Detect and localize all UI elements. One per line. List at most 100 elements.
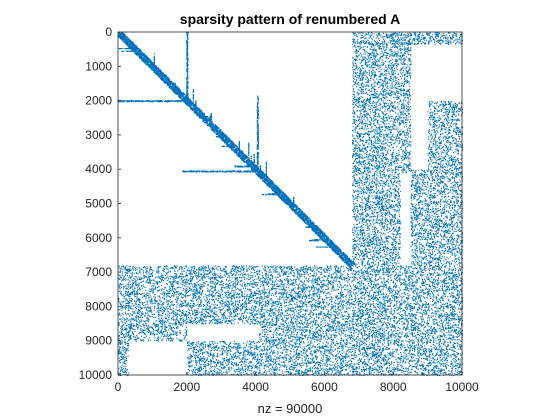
nonzero-point (370, 128, 372, 130)
nonzero-point (364, 107, 366, 109)
nonzero-point (425, 203, 427, 205)
nonzero-point (436, 151, 438, 153)
nonzero-point (367, 112, 369, 114)
nonzero-point (424, 215, 426, 217)
nonzero-point (403, 116, 405, 118)
nonzero-point (368, 66, 370, 68)
nonzero-point (368, 163, 370, 165)
nonzero-point (359, 184, 361, 186)
nonzero-point (368, 89, 370, 91)
nonzero-point (368, 52, 370, 54)
nonzero-point (361, 118, 363, 120)
nonzero-point (383, 174, 385, 176)
nonzero-point (456, 238, 458, 240)
nonzero-point (370, 84, 372, 86)
nonzero-point (385, 51, 387, 53)
nonzero-point (365, 214, 367, 216)
nonzero-point (366, 170, 368, 172)
nonzero-point (378, 242, 380, 244)
nonzero-point (453, 114, 455, 116)
nonzero-point (397, 108, 399, 110)
nonzero-point (445, 249, 447, 251)
nonzero-point (368, 232, 370, 234)
nonzero-point (452, 214, 454, 216)
nonzero-point (395, 159, 397, 161)
nonzero-point (379, 133, 381, 135)
nonzero-point (410, 163, 412, 165)
nonzero-point (389, 111, 391, 113)
nonzero-point (369, 239, 371, 241)
nonzero-point (416, 191, 418, 193)
nonzero-point (441, 181, 443, 183)
nonzero-point (393, 91, 395, 93)
nonzero-point (448, 250, 450, 252)
nonzero-point (387, 140, 389, 142)
nonzero-point (460, 197, 462, 199)
nonzero-point (355, 183, 357, 185)
nonzero-point (454, 262, 456, 264)
nonzero-point (403, 42, 405, 44)
nonzero-point (439, 182, 441, 184)
nonzero-point (398, 183, 400, 185)
nonzero-point (397, 65, 399, 67)
nonzero-point (365, 88, 367, 90)
nonzero-point (410, 119, 412, 121)
nonzero-point (445, 184, 447, 186)
nonzero-point (391, 53, 393, 55)
nonzero-point (436, 127, 438, 129)
nonzero-point (356, 59, 358, 61)
nonzero-point (362, 77, 364, 79)
nonzero-point (395, 53, 397, 55)
nonzero-point (433, 106, 435, 108)
nonzero-point (391, 156, 393, 158)
nonzero-point (445, 170, 447, 172)
nonzero-point (417, 232, 419, 234)
nonzero-point (403, 88, 405, 90)
nonzero-point (392, 155, 394, 157)
nonzero-point (381, 195, 383, 197)
nonzero-point (353, 83, 355, 85)
nonzero-point (352, 155, 354, 157)
nonzero-point (451, 215, 453, 217)
nonzero-point (356, 220, 358, 222)
nonzero-point (356, 169, 358, 171)
nonzero-point (353, 227, 355, 229)
nonzero-point (419, 213, 421, 215)
nonzero-point (426, 264, 428, 266)
nonzero-point (368, 134, 370, 136)
nonzero-point (414, 207, 416, 209)
nonzero-point (405, 124, 407, 126)
nonzero-point (448, 241, 450, 243)
nonzero-point (434, 131, 436, 133)
nonzero-point (354, 166, 356, 168)
nonzero-point (449, 246, 451, 248)
nonzero-point (453, 111, 455, 113)
nonzero-point (396, 140, 398, 142)
nonzero-point (393, 182, 395, 184)
nonzero-point (360, 163, 362, 165)
nonzero-point (382, 47, 384, 49)
nonzero-point (460, 213, 462, 215)
nonzero-point (383, 263, 385, 265)
nonzero-point (415, 259, 417, 261)
nonzero-point (390, 95, 392, 97)
nonzero-point (421, 170, 423, 172)
nonzero-point (414, 190, 416, 192)
nonzero-point (439, 208, 441, 210)
nonzero-point (377, 202, 379, 204)
nonzero-point (369, 116, 371, 118)
nonzero-point (372, 238, 374, 240)
nonzero-point (355, 244, 357, 246)
nonzero-point (404, 143, 406, 145)
nonzero-point (362, 263, 364, 265)
nonzero-point (406, 117, 408, 119)
nonzero-point (457, 149, 459, 151)
nonzero-point (375, 130, 377, 132)
nonzero-point (352, 72, 354, 74)
nonzero-point (457, 184, 459, 186)
nonzero-point (423, 223, 425, 225)
nonzero-point (423, 182, 425, 184)
nonzero-point (385, 44, 387, 46)
nonzero-point (412, 182, 414, 184)
nonzero-point (378, 181, 380, 183)
